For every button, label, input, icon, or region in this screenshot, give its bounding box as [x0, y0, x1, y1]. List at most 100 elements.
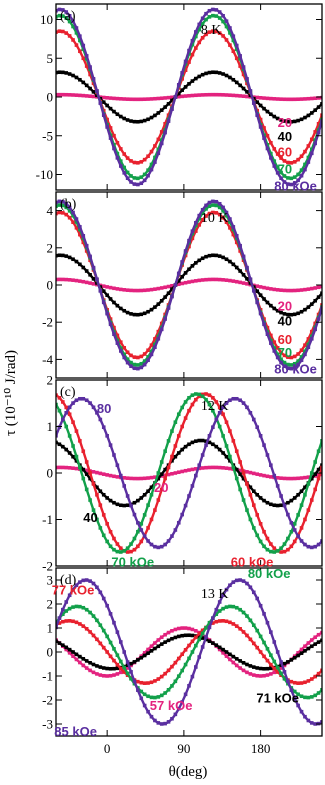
data-point — [224, 401, 229, 405]
data-point — [224, 24, 229, 29]
data-point — [306, 508, 311, 512]
data-point — [132, 97, 137, 102]
series-markers-black — [56, 70, 322, 124]
data-point — [221, 34, 225, 38]
data-point — [313, 96, 317, 101]
data-point — [129, 360, 133, 365]
data-point — [132, 547, 137, 552]
data-point — [78, 654, 82, 659]
data-point — [289, 97, 294, 102]
data-point — [289, 312, 294, 317]
data-point — [180, 424, 184, 429]
data-point — [286, 679, 290, 684]
data-point — [234, 476, 239, 481]
y-tick-label: 0 — [47, 645, 54, 660]
field-label-magenta: 20 — [278, 298, 292, 313]
data-point — [156, 644, 161, 649]
data-point — [282, 288, 287, 293]
data-point — [194, 473, 198, 478]
data-point — [170, 471, 174, 476]
data-point — [299, 694, 304, 699]
data-point — [303, 492, 307, 497]
field-label-black: 40 — [83, 510, 97, 525]
data-point — [153, 475, 157, 479]
data-point — [71, 650, 75, 654]
data-point — [64, 609, 69, 613]
data-point — [262, 285, 266, 290]
data-point — [132, 660, 137, 664]
data-point — [231, 465, 236, 470]
data-point — [303, 307, 307, 312]
data-point — [176, 434, 181, 438]
data-point — [190, 650, 195, 654]
data-point — [122, 308, 127, 313]
data-point — [64, 424, 69, 429]
data-point — [170, 294, 174, 299]
data-point — [269, 549, 273, 554]
data-point — [289, 288, 294, 293]
data-point — [183, 648, 188, 652]
data-point — [153, 337, 157, 341]
data-point — [197, 655, 202, 659]
data-point — [67, 434, 72, 438]
y-tick-label: -2 — [42, 693, 53, 708]
data-point — [112, 673, 116, 677]
data-point — [64, 647, 69, 652]
data-point — [129, 159, 133, 163]
field-label-purple: 80 — [97, 401, 111, 416]
data-point — [88, 630, 92, 634]
data-point — [258, 666, 263, 671]
data-point — [245, 277, 249, 281]
data-point — [275, 346, 280, 350]
data-point — [262, 297, 266, 301]
data-point — [183, 444, 188, 449]
data-point — [81, 240, 86, 245]
data-point — [56, 440, 58, 445]
data-point — [204, 254, 208, 259]
data-point — [200, 93, 205, 97]
data-point — [125, 118, 130, 122]
data-point — [105, 285, 109, 289]
data-point — [118, 670, 123, 675]
data-point — [279, 176, 283, 180]
data-point — [187, 626, 191, 631]
field-label-black: 40 — [278, 129, 292, 144]
data-point — [132, 160, 137, 165]
data-point — [238, 243, 242, 248]
data-point — [159, 487, 164, 492]
data-point — [262, 654, 266, 659]
data-point — [56, 15, 58, 19]
data-point — [309, 471, 314, 475]
data-point — [224, 38, 229, 42]
data-point — [159, 141, 164, 146]
data-point — [224, 619, 229, 624]
data-point — [170, 716, 174, 721]
data-point — [228, 583, 232, 588]
data-point — [303, 343, 307, 347]
data-point — [176, 706, 181, 711]
data-point — [214, 465, 219, 470]
data-point — [272, 346, 277, 350]
data-point — [95, 411, 99, 415]
data-point — [204, 443, 208, 447]
data-point — [296, 352, 300, 356]
data-point — [211, 92, 215, 97]
data-point — [255, 628, 260, 633]
data-point — [204, 439, 208, 443]
data-point — [228, 278, 232, 283]
data-point — [289, 176, 294, 181]
data-point — [176, 83, 181, 87]
data-point — [163, 467, 167, 472]
data-point — [194, 261, 198, 265]
data-point — [221, 205, 225, 210]
data-point — [190, 627, 195, 632]
x-tick-label: 90 — [177, 741, 190, 756]
data-point — [118, 114, 123, 119]
data-point — [279, 550, 283, 554]
data-point — [156, 337, 161, 341]
data-point — [265, 96, 270, 101]
data-point — [309, 721, 314, 725]
data-point — [282, 119, 287, 123]
data-point — [61, 70, 65, 75]
